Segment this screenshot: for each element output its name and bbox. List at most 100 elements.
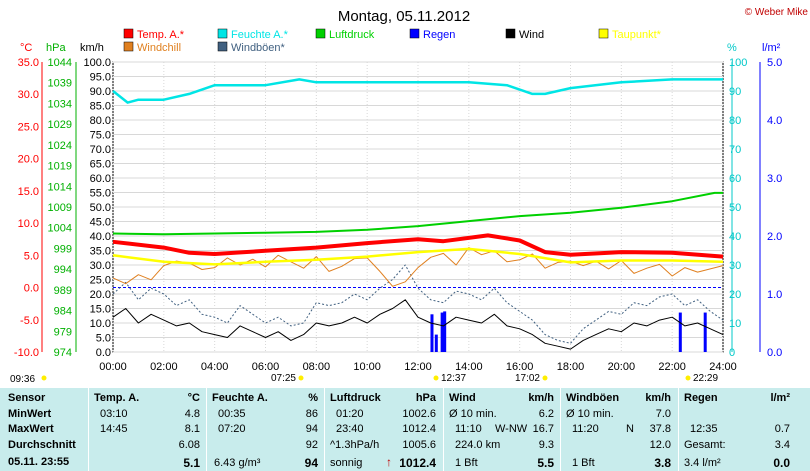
temp-tick-label: 0.0 [24,283,39,295]
wind-tick-label: 85.0 [90,101,111,113]
humidity-tick-label: 0 [729,347,735,359]
stats-wind-column: Wind km/h Ø 10 min. 6.2 11:10 W-NW 16.7 … [449,388,554,471]
series-layer [112,78,724,352]
humidity-unit: % [308,392,318,404]
rain-max-time: 12:35 [690,423,718,435]
legend-label: Temp. A.* [137,29,185,41]
gust-unit: km/h [645,392,671,404]
legend-swatch [598,28,609,39]
temp-tick-label: 20.0 [18,154,39,166]
x-tick-label: 12:00 [404,361,432,373]
pressure-tick-label: 1009 [48,202,72,214]
series-temp-a [112,233,724,259]
humidity-min-time: 00:35 [218,408,246,420]
marker-label: 09:36 [10,374,35,385]
temp-header: Temp. A. [94,392,140,404]
humidity-tick-label: 20 [729,289,741,301]
stats-sensor-column: Sensor MinWert MaxWert Durchschnitt 05.1… [8,388,88,471]
gust-beaufort: 1 Bft [572,457,595,469]
pressure-tick-label: 1034 [48,98,72,110]
temp-unit: °C [187,392,200,404]
humidity-tick-label: 30 [729,260,741,272]
pressure-tick-label: 1024 [48,140,72,152]
wind-tick-label: 20.0 [90,289,111,301]
temp-tick-label: 15.0 [18,186,39,198]
wind-tick-label: 75.0 [90,130,111,142]
rain-tick-label: 3.0 [767,173,782,185]
marker-label: 12:37 [441,373,466,384]
wind-tick-label: 25.0 [90,275,111,287]
sensor-row-max: MaxWert [8,423,54,435]
rain-max-value: 0.7 [774,423,790,435]
marker-label: 17:02 [515,373,540,384]
temp-max-value: 8.1 [184,423,200,435]
unit-wind: km/h [80,42,104,54]
gust-avg10-label: Ø 10 min. [566,408,614,420]
series-luftdruck [112,191,723,236]
humidity-tick-label: 50 [729,202,741,214]
legend-swatch [409,28,420,39]
pressure-trend: ^1.3hPa/h [330,439,380,451]
chart-title: Montag, 05.11.2012 [338,8,470,25]
legend: Temp. A.* Feuchte A.* Luftdruck Regen Wind Ta… [123,28,662,54]
temp-tick-label: -5.0 [20,315,39,327]
rain-bar [440,312,444,352]
humidity-min-value: 86 [305,408,318,420]
weather-chart: Montag, 05.11.2012 © Weber Mike Temp. A.… [10,7,808,385]
unit-humidity: % [727,42,737,54]
wind-tick-label: 65.0 [90,159,111,171]
temp-tick-label: -10.0 [14,347,39,359]
temp-max-time: 14:45 [100,423,128,435]
series-wind [112,299,724,350]
pressure-unit: hPa [415,392,436,404]
legend-label: Windböen* [231,42,286,54]
humidity-tick-label: 90 [729,86,741,98]
temp-min-value: 4.8 [184,408,200,420]
unit-rain: l/m² [762,42,781,54]
pressure-tick-label: 1014 [48,181,72,193]
gust-max-dir: N [626,423,634,435]
wind-tick-label: 10.0 [90,318,111,330]
wind-beaufort: 1 Bft [455,457,478,469]
series-feuchte-a [112,78,723,104]
pressure-avg-value: 1005.6 [402,439,436,451]
wind-tick-label: 80.0 [90,115,111,127]
pressure-tick-label: 984 [54,306,72,318]
gust-avg-value: 12.0 [649,439,671,451]
temp-tick-label: 10.0 [18,218,39,230]
legend-swatch [217,41,228,52]
rain-header: Regen [684,392,718,404]
legend-swatch [123,41,134,52]
unit-temp: °C [20,42,32,54]
sun-marker-icon [685,375,691,381]
pressure-tick-label: 1029 [48,119,72,131]
marker-label: 22:29 [693,373,718,384]
temp-avg-value: 6.08 [178,439,200,451]
stats-temp-column: Temp. A. °C 03:10 4.8 14:45 8.1 6.08 5.1 [94,388,200,471]
humidity-max-time: 07:20 [218,423,246,435]
legend-label: Windchill [137,42,181,54]
rain-bar [703,312,707,352]
legend-label: Luftdruck [329,29,375,41]
unit-pressure: hPa [46,42,66,54]
pressure-trend-arrow-icon: ↑ [386,455,392,469]
x-tick-label: 18:00 [557,361,585,373]
stats-gust-column: Windböen km/h Ø 10 min. 7.0 11:20 N 37.8… [566,388,671,471]
humidity-header: Feuchte A. [212,392,268,404]
legend-swatch [505,28,516,39]
legend-swatch [123,28,134,39]
pressure-weather: sonnig [330,457,363,469]
legend-label: Regen [423,29,455,41]
wind-tick-label: 45.0 [90,217,111,229]
wind-tick-label: 70.0 [90,144,111,156]
x-tick-label: 16:00 [506,361,534,373]
rain-bar [434,334,438,352]
wind-tick-label: 35.0 [90,246,111,258]
legend-swatch [217,28,228,39]
wind-max-value: 16.7 [532,423,554,435]
x-tick-label: 00:00 [99,361,127,373]
gust-header: Windböen [566,392,620,404]
pressure-tick-label: 974 [54,347,72,359]
x-tick-label: 22:00 [658,361,686,373]
humidity-tick-label: 100 [729,57,747,69]
